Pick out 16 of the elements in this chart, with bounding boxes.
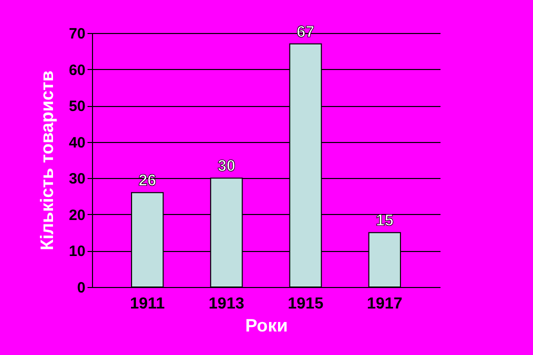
y-tick-label: 70 (68, 26, 86, 42)
y-tick-label: 10 (68, 243, 86, 260)
x-tick-label: 1911 (130, 296, 165, 312)
y-tick-label: 30 (68, 170, 86, 188)
x-tick-label: 1915 (288, 296, 324, 312)
x-tick-label: 1917 (366, 296, 403, 312)
y-tick-label: 20 (68, 206, 86, 224)
x-tick-label: 1913 (208, 296, 244, 312)
data-label: 30 (218, 158, 236, 176)
y-tick-label: 40 (68, 134, 86, 152)
y-tick-label: 60 (68, 62, 86, 79)
y-axis-title: Кількість товариств (36, 70, 57, 250)
y-tick-label: 50 (68, 98, 86, 116)
x-axis-title: Роки (245, 316, 288, 336)
y-tick-label: 0 (77, 280, 86, 296)
data-label: 15 (376, 212, 394, 230)
